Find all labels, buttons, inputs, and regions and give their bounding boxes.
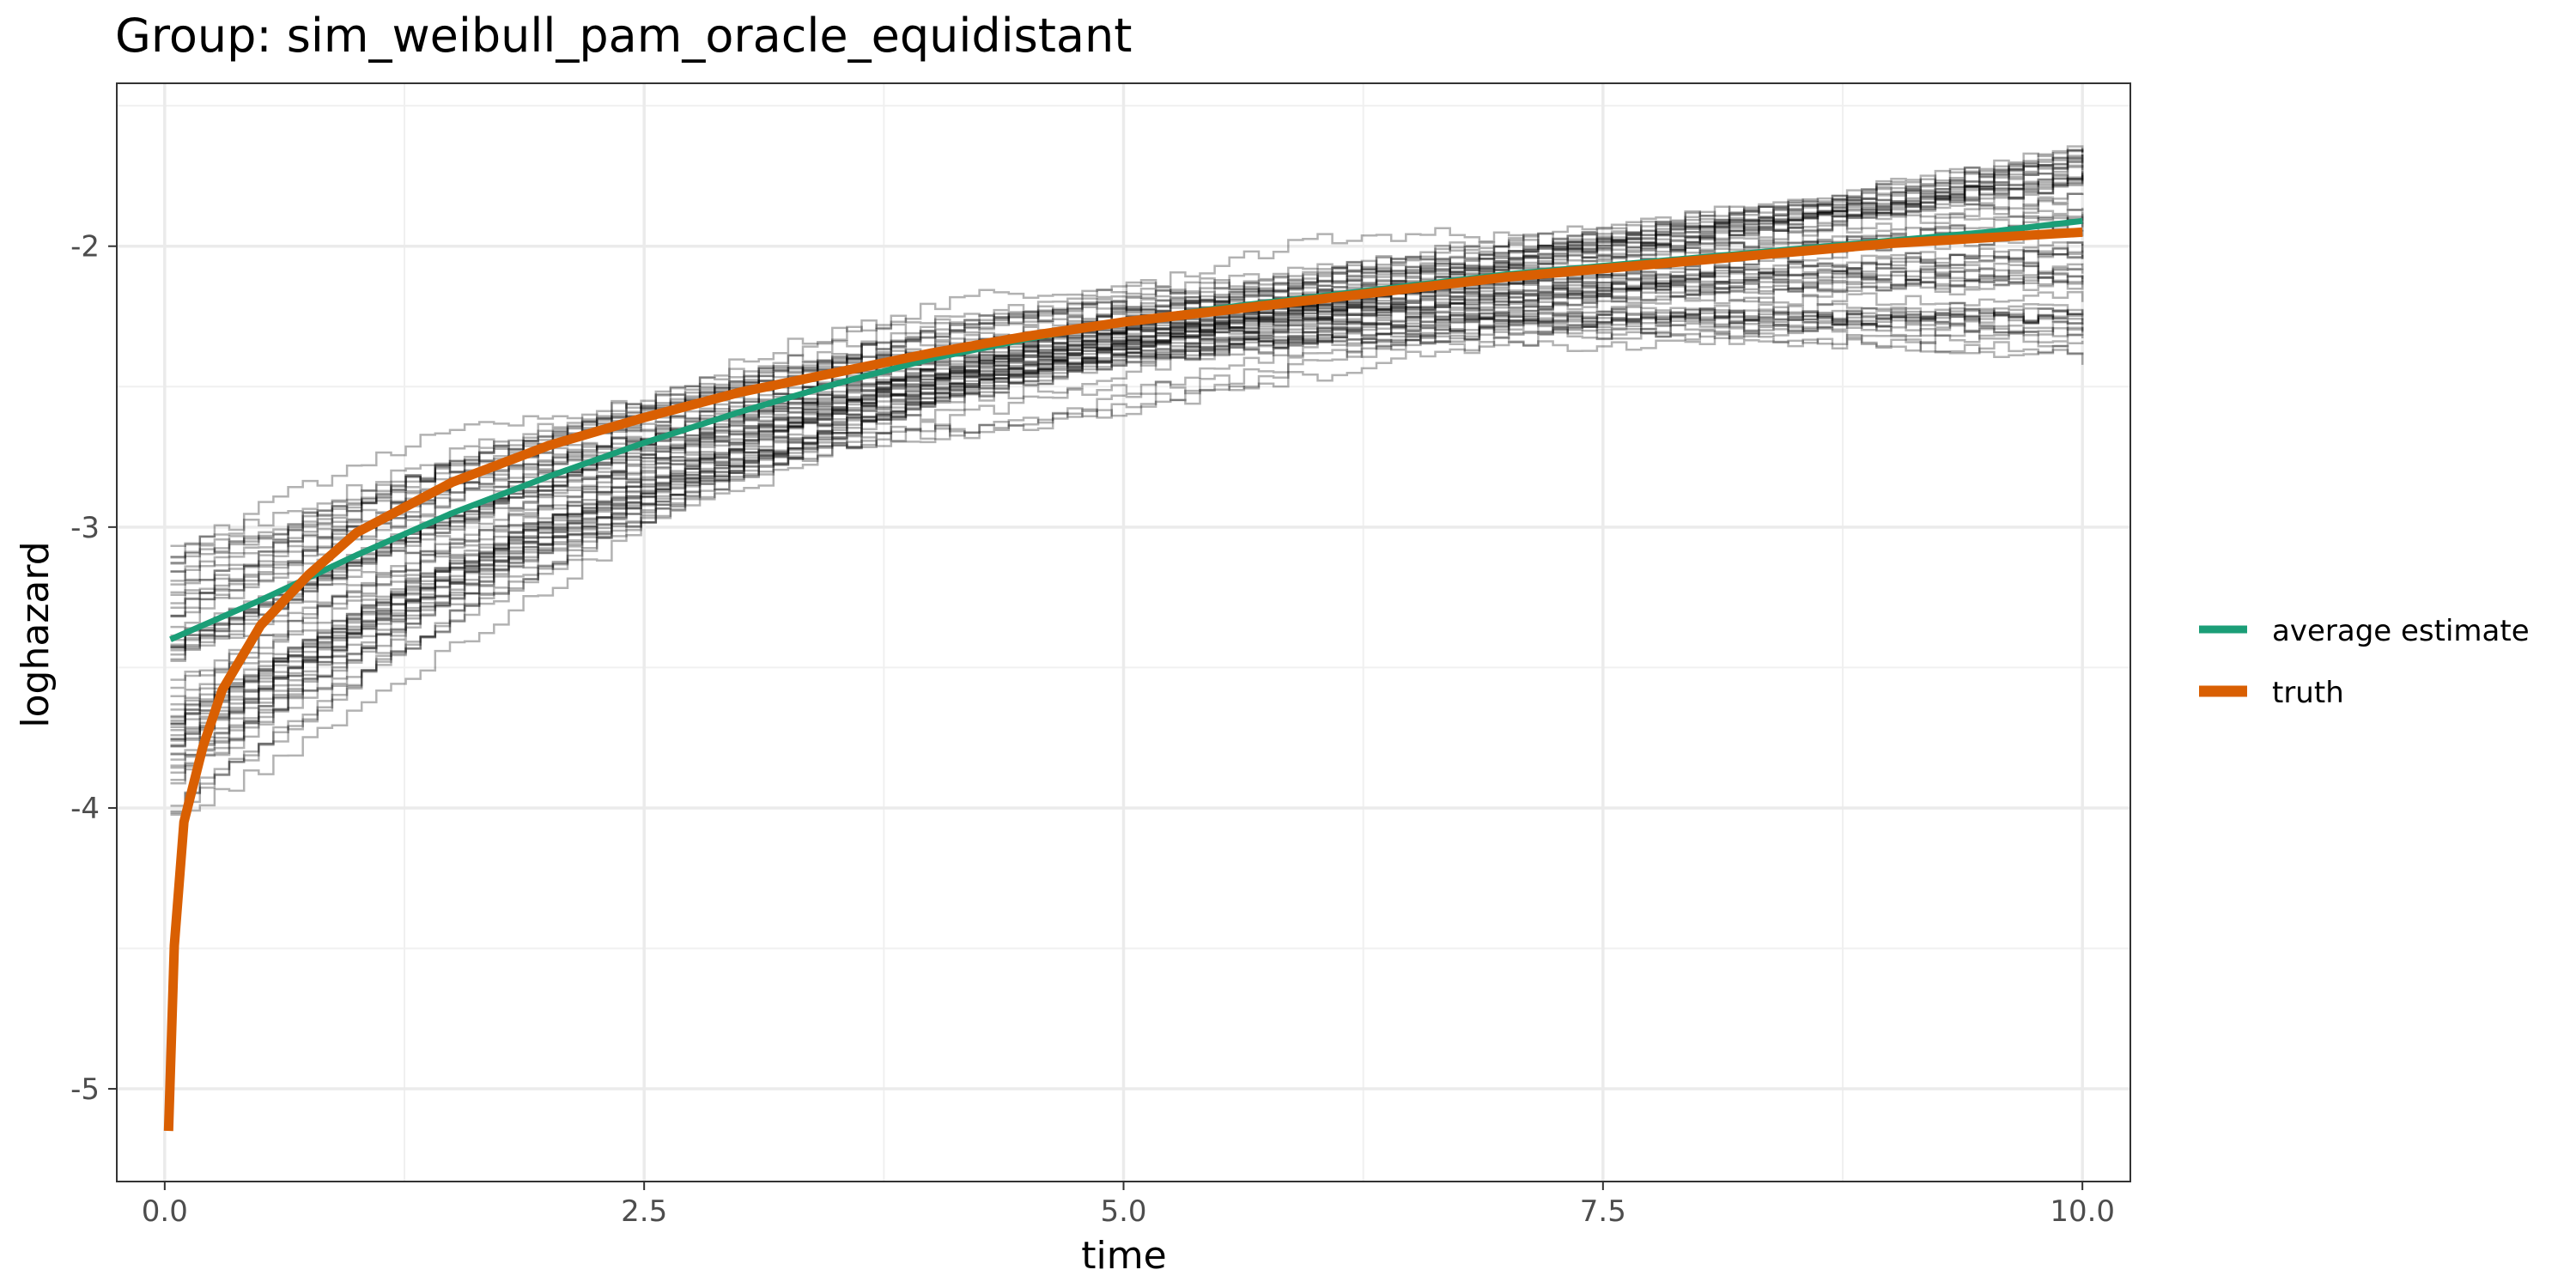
legend-label-average-estimate: average estimate [2272,614,2530,648]
simulation-run-line [170,203,2084,617]
x-tick-label: 7.5 [1580,1194,1626,1229]
simulation-run-line [170,319,2084,748]
simulation-run-line [170,173,2084,605]
y-tick-label: -2 [70,230,100,264]
simulation-run-line [170,261,2084,586]
simulation-run-line [170,290,2084,582]
simulation-run-line [170,325,2084,681]
series-lines [163,217,2083,1132]
simulation-run-line [170,175,2084,706]
x-tick-label: 0.0 [142,1194,188,1229]
simulation-run-line [170,325,2084,656]
simulation-run-line [170,273,2084,610]
simulation-run-line [170,246,2084,785]
simulation-run-line [170,154,2084,816]
simulation-run-line [170,307,2084,756]
simulation-run-line [170,178,2084,775]
simulation-run-line [170,275,2084,756]
simulation-run-line [170,324,2084,732]
simulation-run-line [170,270,2084,641]
simulation-run-line [170,217,2084,564]
simulation-run-line [170,241,2084,618]
simulation-run-line [170,264,2084,646]
simulation-run-line [170,148,2084,718]
simulation-run-line [170,171,2084,722]
x-tick-label: 2.5 [621,1194,667,1229]
simulation-run-line [170,310,2084,746]
chart-title: Group: sim_weibull_pam_oracle_equidistan… [115,9,1132,63]
simulation-run-line [170,252,2084,726]
y-axis: -5 -4 -3 -2 [70,230,117,1107]
simulation-run-line [170,307,2084,596]
simulation-run-line [170,158,2084,725]
simulation-run-line [170,317,2084,729]
simulation-run-line [170,304,2084,629]
simulation-run-line [170,164,2084,574]
simulation-run-line [170,306,2084,663]
simulation-run-line [170,192,2084,737]
simulation-run-line [170,172,2084,815]
y-tick-label: -4 [70,792,100,826]
simulation-run-line [170,149,2084,767]
x-tick-label: 5.0 [1100,1194,1146,1229]
y-axis-title: loghazard [14,541,58,727]
simulation-run-line [170,310,2084,742]
y-tick-label: -3 [70,511,100,545]
simulation-run-line [170,166,2084,652]
legend: average estimate truth [2199,614,2530,710]
simulation-run-line [170,307,2084,711]
simulation-run-line [170,145,2084,649]
x-axis-title: time [1081,1234,1166,1278]
simulation-run-line [170,155,2084,813]
simulation-run-line [170,307,2084,781]
simulation-run-line [170,157,2084,700]
y-tick-label: -5 [70,1072,100,1107]
x-axis: 0.0 2.5 5.0 7.5 10.0 [142,1182,2115,1229]
legend-label-truth: truth [2272,676,2344,710]
simulation-run-line [170,301,2084,726]
simulation-run-line [170,149,2084,649]
simulation-run-line [170,178,2084,565]
simulation-run-line [170,192,2084,548]
x-tick-label: 10.0 [2050,1194,2115,1229]
simulation-run-line [170,276,2084,559]
series-line-truth [163,227,2083,1132]
simulation-run-line [170,244,2084,769]
simulation-run-line [170,149,2084,661]
simulation-run-line [170,155,2084,558]
